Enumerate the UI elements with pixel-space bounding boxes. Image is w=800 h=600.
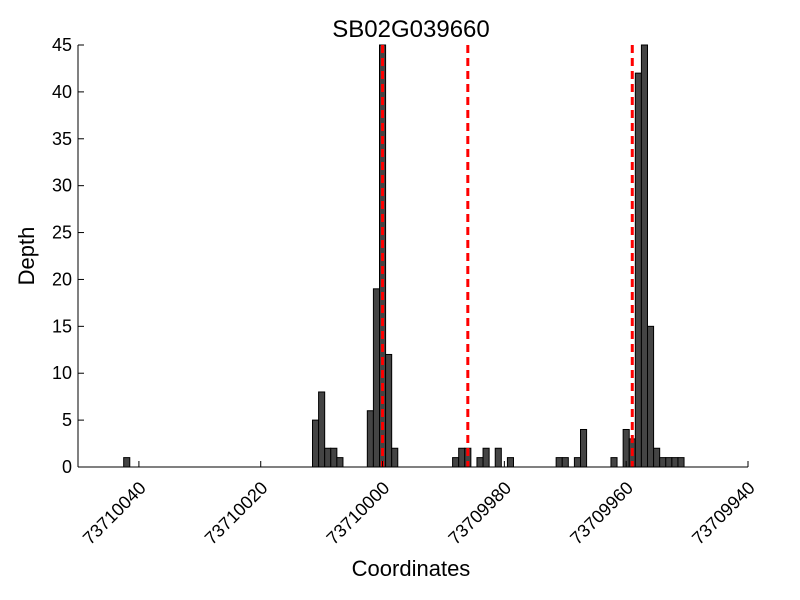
depth-bar bbox=[506, 457, 514, 468]
y-ticks-group: 0 5 10 15 20 25 30 35 40 45 bbox=[52, 35, 84, 477]
x-axis-label: Coordinates bbox=[352, 556, 471, 581]
depth-bar bbox=[640, 44, 649, 468]
depth-bar bbox=[634, 72, 642, 468]
y-tick-label: 15 bbox=[52, 316, 72, 336]
depth-bar bbox=[123, 457, 131, 468]
y-tick-label: 45 bbox=[52, 35, 72, 55]
depth-bar bbox=[659, 457, 667, 468]
depth-bar bbox=[330, 447, 338, 468]
y-tick-label: 20 bbox=[52, 269, 72, 289]
axes-group bbox=[77, 45, 748, 468]
depth-bar bbox=[573, 457, 582, 468]
depth-bar bbox=[482, 447, 490, 468]
chart-title: SB02G039660 bbox=[332, 16, 489, 43]
x-tick-label: 73709960 bbox=[566, 478, 637, 549]
depth-bar bbox=[653, 447, 661, 468]
depth-bar bbox=[385, 353, 393, 468]
y-tick-label: 30 bbox=[52, 176, 72, 196]
y-tick-label: 25 bbox=[52, 223, 72, 243]
y-tick-label: 35 bbox=[52, 129, 72, 149]
depth-bar bbox=[561, 457, 569, 468]
depth-bar bbox=[647, 325, 655, 468]
depth-bar bbox=[671, 457, 679, 468]
y-tick-label: 0 bbox=[62, 457, 72, 477]
x-ticks-group: 73710040 73710020 73710000 73709980 73709960… bbox=[79, 461, 759, 548]
bars-group bbox=[123, 44, 685, 468]
x-tick-label: 73710000 bbox=[323, 478, 394, 549]
depth-bar bbox=[318, 391, 326, 468]
depth-bar bbox=[555, 457, 563, 468]
depth-bar bbox=[312, 419, 320, 468]
depth-bar bbox=[476, 457, 484, 468]
x-tick-label: 73710020 bbox=[201, 478, 272, 549]
depth-bar bbox=[494, 447, 502, 468]
depth-bar bbox=[391, 447, 399, 468]
depth-bar bbox=[372, 288, 380, 468]
depth-bar bbox=[336, 457, 344, 468]
depth-bar bbox=[452, 457, 460, 468]
y-tick-label: 40 bbox=[52, 82, 72, 102]
depth-bar bbox=[324, 447, 332, 468]
y-tick-label: 5 bbox=[62, 410, 72, 430]
depth-bar bbox=[665, 457, 673, 468]
x-tick-label: 73709980 bbox=[444, 478, 515, 549]
x-tick-label: 73709940 bbox=[688, 478, 759, 549]
marker-lines-group bbox=[381, 45, 634, 467]
depth-bar bbox=[580, 428, 588, 468]
depth-bar bbox=[677, 457, 685, 468]
depth-bar bbox=[610, 457, 618, 468]
y-axis-label: Depth bbox=[14, 227, 39, 286]
depth-bar bbox=[458, 447, 466, 468]
x-tick-label: 73710040 bbox=[79, 478, 150, 549]
y-tick-label: 10 bbox=[52, 363, 72, 383]
depth-bar bbox=[366, 410, 374, 468]
